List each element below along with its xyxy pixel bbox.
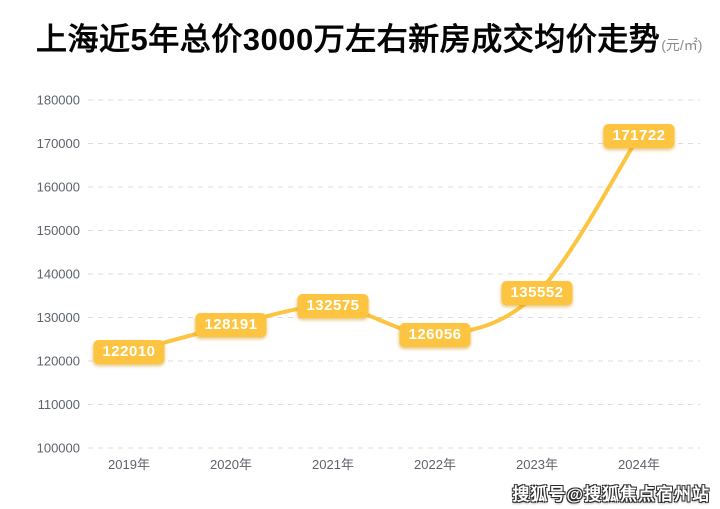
x-axis-tick-label: 2019年: [108, 457, 150, 472]
series-line: [127, 134, 641, 355]
chart-header: 上海近5年总价3000万左右新房成交均价走势(元/㎡): [36, 14, 702, 59]
y-axis-tick-label: 160000: [37, 180, 80, 195]
y-axis-tick-label: 140000: [37, 267, 80, 282]
y-axis-tick-label: 170000: [37, 136, 80, 151]
y-axis-tick-label: 110000: [38, 397, 80, 412]
x-axis-tick-label: 2020年: [210, 457, 252, 472]
y-axis-tick-label: 180000: [37, 93, 80, 108]
y-axis-tick-label: 100000: [37, 441, 80, 456]
chart-title: 上海近5年总价3000万左右新房成交均价走势: [36, 22, 661, 57]
y-axis-tick-label: 120000: [37, 354, 80, 369]
x-axis-tick-label: 2022年: [414, 457, 456, 472]
watermark: 搜狐号@搜狐焦点宿州站: [512, 485, 710, 504]
chart-unit-label: (元/㎡): [661, 37, 703, 53]
y-axis-tick-label: 150000: [37, 223, 80, 238]
x-axis-tick-label: 2024年: [618, 457, 660, 472]
y-axis-tick-label: 130000: [37, 310, 80, 325]
x-axis-tick-label: 2023年: [516, 457, 558, 472]
x-axis-tick-label: 2021年: [312, 457, 354, 472]
